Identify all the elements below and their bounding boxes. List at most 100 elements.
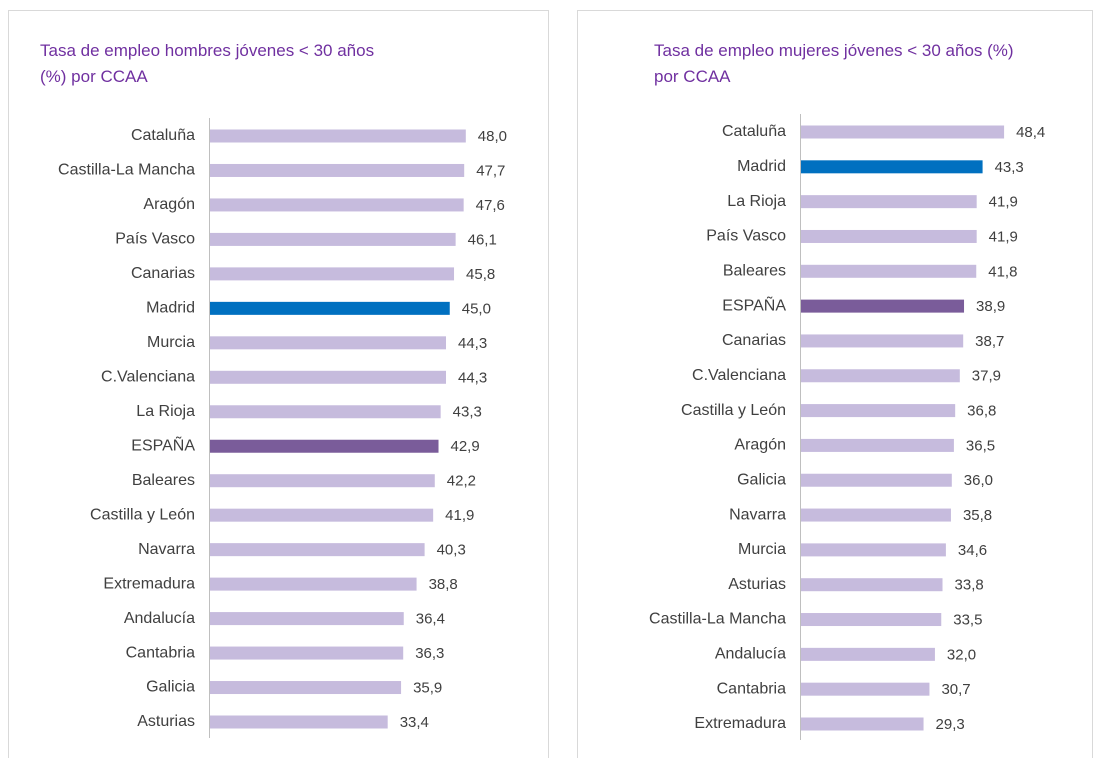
bar [209,646,404,660]
category-label: Extremadura [694,715,786,732]
value-label: 43,3 [453,404,482,421]
category-label: Asturias [137,713,195,730]
bar [209,681,402,695]
value-label: 35,9 [413,679,442,696]
category-label: Baleares [723,263,786,280]
category-label: Andalucía [715,646,786,663]
bar [209,715,388,729]
value-label: 48,4 [1016,124,1045,141]
value-label: 34,6 [958,542,987,559]
value-label: 41,8 [988,263,1017,280]
bar [800,647,935,661]
category-label: Castilla y León [681,402,786,419]
bar [800,264,977,278]
bar [209,405,441,419]
value-label: 38,9 [976,298,1005,315]
chart-title: Tasa de empleo hombres jóvenes < 30 años… [40,41,375,86]
bar [209,301,450,315]
category-label: País Vasco [115,231,195,248]
value-label: 33,8 [955,577,984,594]
bar [800,229,977,243]
category-label: Canarias [722,332,786,349]
category-label: Murcia [147,334,195,351]
panel [8,10,549,758]
category-label: Castilla-La Mancha [58,162,195,179]
panel [577,10,1093,758]
value-label: 42,9 [451,438,480,455]
bar [209,612,404,626]
value-label: 44,3 [458,369,487,386]
bar [209,232,456,246]
category-label: Aragón [143,196,195,213]
category-label: Aragón [734,437,786,454]
category-label: Madrid [146,300,195,317]
category-label: Castilla-La Mancha [649,611,786,628]
bar [800,299,965,313]
bar [800,473,952,487]
category-label: Murcia [738,541,786,558]
bar [209,198,464,212]
bar [800,438,954,452]
category-label: Cataluña [131,127,195,144]
value-label: 36,0 [964,472,993,489]
value-label: 38,7 [975,333,1004,350]
bar [209,577,417,591]
bar [800,160,983,174]
value-label: 45,0 [462,300,491,317]
category-label: Canarias [131,265,195,282]
value-label: 30,7 [941,681,970,698]
value-label: 43,3 [995,159,1024,176]
bar [209,474,435,488]
bar [209,543,425,557]
bar [800,717,924,731]
chart-title: Tasa de empleo mujeres jóvenes < 30 años… [654,41,1014,86]
value-label: 33,4 [400,714,429,731]
category-label: Galicia [737,471,786,488]
category-label: País Vasco [706,228,786,245]
value-label: 40,3 [437,542,466,559]
bar [800,369,960,383]
bar [209,163,465,177]
value-label: 41,9 [989,228,1018,245]
value-label: 36,8 [967,403,996,420]
value-label: 38,8 [429,576,458,593]
value-label: 45,8 [466,266,495,283]
value-label: 37,9 [972,368,1001,385]
value-label: 41,9 [989,194,1018,211]
bar [800,508,951,522]
value-label: 35,8 [963,507,992,524]
bar [800,682,930,696]
category-label: C.Valenciana [692,367,786,384]
bar [800,334,964,348]
bar [800,195,977,209]
category-label: ESPAÑA [722,294,786,314]
category-label: Cantabria [126,644,195,661]
bar [209,129,466,143]
bar [800,613,942,627]
value-label: 44,3 [458,335,487,352]
category-label: C.Valenciana [101,369,195,386]
bar [800,578,943,592]
value-label: 29,3 [936,716,965,733]
value-label: 33,5 [953,611,982,628]
value-label: 46,1 [468,231,497,248]
bar [209,439,439,453]
value-label: 48,0 [478,128,507,145]
category-label: Asturias [728,576,786,593]
category-label: Cataluña [722,123,786,140]
bar [209,508,434,522]
category-label: La Rioja [727,193,786,210]
bar [209,267,455,281]
value-label: 47,7 [476,162,505,179]
category-label: Cantabria [717,680,786,697]
value-label: 32,0 [947,646,976,663]
bar [800,543,946,557]
bar [209,336,447,350]
value-label: 36,5 [966,437,995,454]
value-label: 42,2 [447,473,476,490]
category-label: Navarra [138,541,195,558]
bar [800,404,956,418]
category-label: Castilla y León [90,506,195,523]
